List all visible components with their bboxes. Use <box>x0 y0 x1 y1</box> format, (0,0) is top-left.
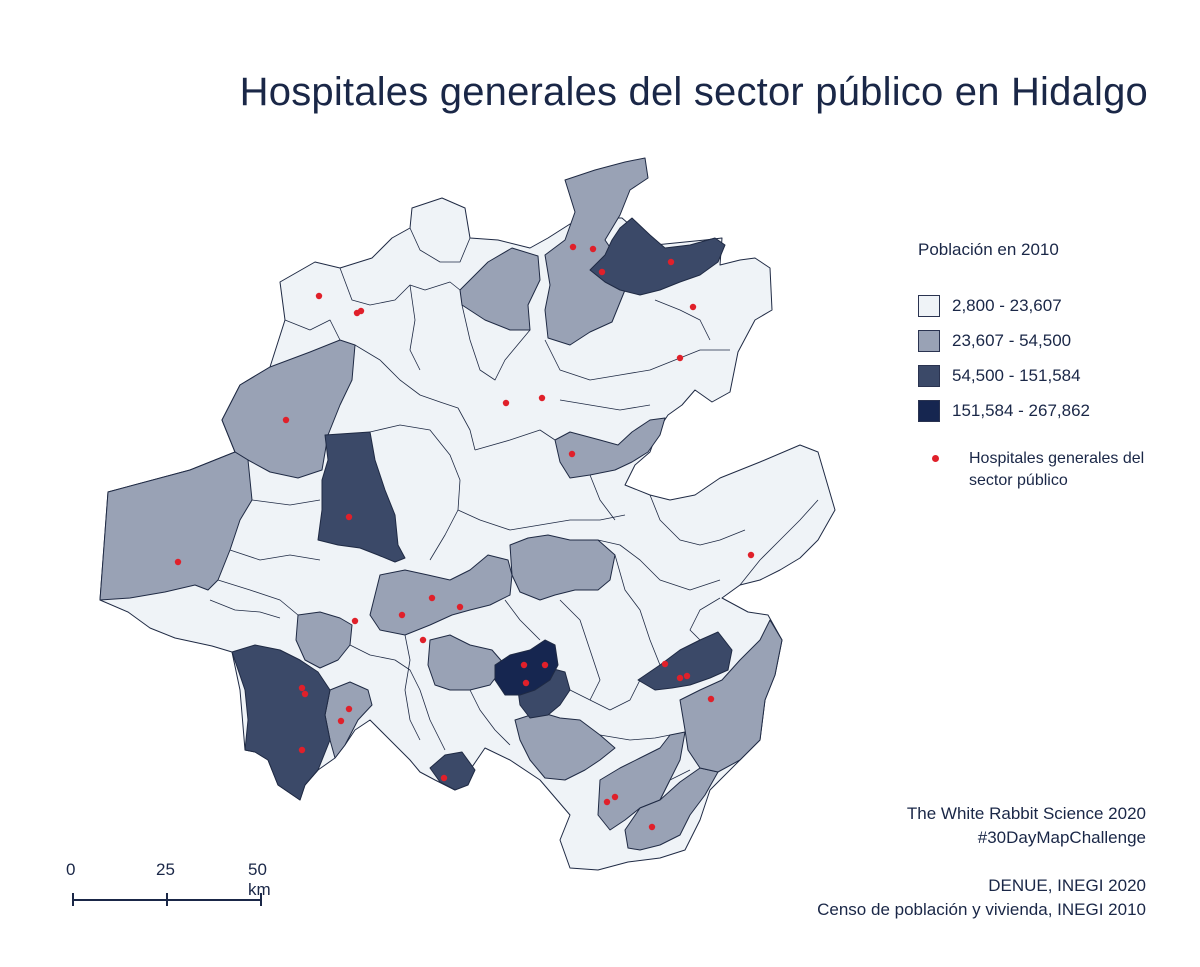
hospital-point <box>683 672 691 680</box>
legend-item: 54,500 - 151,584 <box>918 358 1159 393</box>
hospital-point <box>502 399 510 407</box>
hospital-point <box>456 603 464 611</box>
municipality <box>494 639 559 696</box>
scale-label-25: 25 <box>156 860 175 879</box>
hospital-point <box>589 245 597 253</box>
hospital-point <box>661 660 669 668</box>
legend-swatch <box>918 399 940 422</box>
legend-label: 2,800 - 23,607 <box>952 295 1062 315</box>
legend-point-label: Hospitales generales del sector público <box>969 450 1145 489</box>
hospital-point <box>419 636 427 644</box>
hospital-dot-icon <box>932 455 939 462</box>
municipality <box>427 634 506 691</box>
hospital-point <box>428 594 436 602</box>
hospital-point <box>398 611 406 619</box>
scale-bar: 0 25 50 km <box>60 860 280 910</box>
hospital-points <box>174 243 755 831</box>
hospital-point <box>357 307 365 315</box>
legend-item: 151,584 - 267,862 <box>918 393 1159 428</box>
legend-swatch <box>918 294 940 317</box>
legend-point-item: Hospitales generales del sector público <box>918 448 1159 492</box>
credit-author: The White Rabbit Science 2020 <box>906 804 1146 823</box>
legend: Población en 2010 2,800 - 23,607 23,607 … <box>918 240 1159 492</box>
hospital-point <box>603 798 611 806</box>
hospital-point <box>541 661 549 669</box>
municipality <box>637 631 733 691</box>
hospital-point <box>676 354 684 362</box>
municipality <box>544 157 649 346</box>
hospital-point <box>568 450 576 458</box>
municipality <box>99 451 253 601</box>
credits: The White Rabbit Science 2020 #30DayMapC… <box>817 802 1146 922</box>
hospital-point <box>522 679 530 687</box>
hospital-point <box>689 303 697 311</box>
hospital-point <box>648 823 656 831</box>
hospital-point <box>569 243 577 251</box>
map-title: Hospitales generales del sector público … <box>239 70 1148 114</box>
hospital-point <box>676 674 684 682</box>
credit-hashtag: #30DayMapChallenge <box>977 828 1146 847</box>
hospital-point <box>337 717 345 725</box>
legend-label: 23,607 - 54,500 <box>952 330 1072 350</box>
municipality <box>221 339 356 479</box>
hospital-point <box>667 258 675 266</box>
legend-label: 54,500 - 151,584 <box>952 365 1081 385</box>
credit-source-denue: DENUE, INEGI 2020 <box>988 876 1146 895</box>
scale-tick <box>260 893 262 906</box>
municipality <box>369 554 513 636</box>
scale-label-0: 0 <box>66 860 76 879</box>
municipality <box>429 751 476 791</box>
hospital-point <box>747 551 755 559</box>
credit-source-censo: Censo de población y vivienda, INEGI 201… <box>817 900 1146 919</box>
municipality <box>459 247 541 331</box>
hospital-point <box>315 292 323 300</box>
hospital-point <box>282 416 290 424</box>
municipality <box>509 534 616 601</box>
hospital-point <box>707 695 715 703</box>
legend-title: Población en 2010 <box>918 240 1059 259</box>
legend-item: 23,607 - 54,500 <box>918 323 1159 358</box>
municipality <box>295 611 353 669</box>
legend-label: 151,584 - 267,862 <box>952 400 1091 420</box>
legend-item: 2,800 - 23,607 <box>918 288 1159 323</box>
municipality <box>231 644 331 801</box>
municipality <box>514 711 616 781</box>
hospital-point <box>520 661 528 669</box>
municipality <box>554 417 666 479</box>
municipality <box>317 431 406 563</box>
municipality <box>679 619 783 773</box>
municipality <box>589 217 726 296</box>
hospital-point <box>611 793 619 801</box>
municipality <box>597 731 686 831</box>
legend-swatch <box>918 329 940 352</box>
hospital-point <box>598 268 606 276</box>
hospital-point <box>440 774 448 782</box>
scale-label-50: 50 km <box>248 860 271 899</box>
scale-tick <box>166 893 168 906</box>
hospital-point <box>298 684 306 692</box>
hospital-point <box>351 617 359 625</box>
hospital-point <box>174 558 182 566</box>
hospital-point <box>345 705 353 713</box>
hospital-point <box>301 690 309 698</box>
hospital-point <box>538 394 546 402</box>
hospital-point <box>345 513 353 521</box>
hospital-point <box>298 746 306 754</box>
scale-tick <box>72 893 74 906</box>
legend-swatch <box>918 364 940 387</box>
